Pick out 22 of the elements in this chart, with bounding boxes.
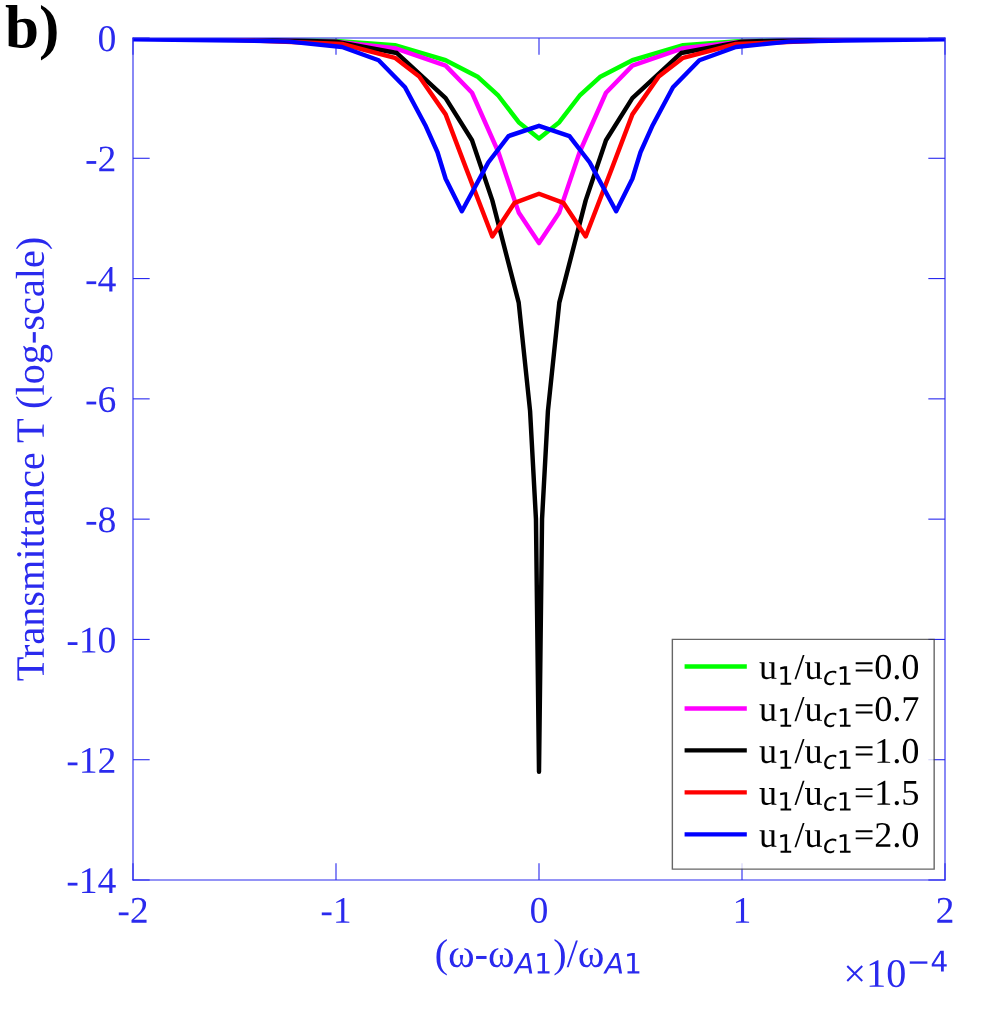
- y-tick-label: -8: [86, 507, 115, 533]
- legend-label: u$_{1}$/u$_{c1}$=2.0: [759, 822, 919, 854]
- y-tick-label: -4: [86, 266, 116, 292]
- x-tick-label: -1: [321, 897, 350, 923]
- y-tick-label: -10: [67, 627, 115, 653]
- y-axis-title: Transmittance T (log-scale): [15, 238, 53, 681]
- y-tick-label: -2: [86, 146, 115, 172]
- y-tick-label: -14: [67, 868, 116, 894]
- x-tick-label: -2: [118, 897, 147, 923]
- x-tick-label: 2: [937, 897, 953, 923]
- x-tick-label: 0: [531, 897, 547, 924]
- x-axis-title: (ω-ω$_{A1}$)/ω$_{A1}$: [436, 939, 640, 976]
- legend-label: u$_{1}$/u$_{c1}$=0.0: [759, 654, 919, 686]
- legend-label: u$_{1}$/u$_{c1}$=1.0: [759, 738, 919, 770]
- text: b): [5, 5, 57, 61]
- y-tick-label: 0: [99, 26, 115, 52]
- y-tick-label: -12: [67, 747, 115, 773]
- x-tick-label: 1: [735, 897, 750, 923]
- y-tick-label: -6: [86, 387, 116, 413]
- legend-label: u$_{1}$/u$_{c1}$=0.7: [759, 696, 919, 728]
- text: ×10$^{−4}$: [846, 950, 947, 988]
- legend-label: u$_{1}$/u$_{c1}$=1.5: [759, 780, 918, 811]
